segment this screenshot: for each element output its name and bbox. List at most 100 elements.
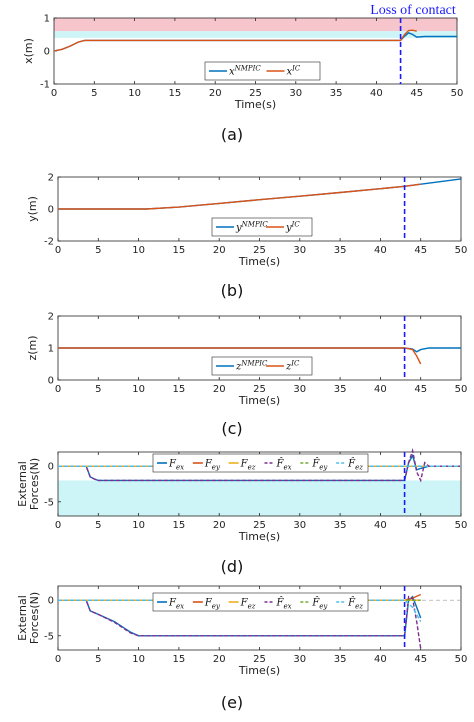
x-tick-label: 40 xyxy=(374,654,387,665)
y-tick-label: 1 xyxy=(48,344,54,355)
x-tick-label: 0 xyxy=(55,654,61,665)
y-tick-label: 0 xyxy=(48,205,54,216)
x-tick-label: 5 xyxy=(95,520,101,531)
y-tick-label: -5 xyxy=(44,497,54,508)
x-tick-label: 45 xyxy=(414,654,427,665)
x-tick-label: 25 xyxy=(249,88,262,99)
series-line xyxy=(58,178,462,210)
y-axis-label: x(m) xyxy=(22,38,35,64)
x-tick-label: 35 xyxy=(334,654,347,665)
x-tick-label: 40 xyxy=(374,384,387,395)
legend-entry: xNMPIC xyxy=(229,65,261,78)
y-tick-label: 2 xyxy=(48,312,54,323)
series-line xyxy=(58,447,461,483)
band-0 xyxy=(58,480,461,516)
x-tick-label: 50 xyxy=(455,520,468,531)
x-tick-label: 40 xyxy=(370,88,383,99)
legend-entry: Fez xyxy=(240,459,256,472)
x-tick-label: 20 xyxy=(209,88,222,99)
series-line xyxy=(58,347,422,365)
x-tick-label: 25 xyxy=(253,654,266,665)
x-tick-label: 20 xyxy=(213,384,226,395)
x-tick-label: 45 xyxy=(414,520,427,531)
y-tick-label: 0 xyxy=(48,376,54,387)
series-line xyxy=(58,595,422,649)
panel-label: (c) xyxy=(221,419,242,438)
x-tick-label: 15 xyxy=(173,520,186,531)
legend-entry: F̂ex xyxy=(276,458,292,472)
chart-panel-4: 0 5 10 15 20 25 30 35 40 45 50 0 -5 Time(s) ExternalFo… xyxy=(16,447,468,576)
x-tick-label: 50 xyxy=(455,384,468,395)
x-axis-label: Time(s) xyxy=(238,255,280,268)
y-tick-label: -5 xyxy=(44,631,54,642)
series-line xyxy=(58,183,421,210)
x-tick-label: 0 xyxy=(55,384,61,395)
legend-entry: Fez xyxy=(240,598,256,611)
legend-entry: Fex xyxy=(168,459,184,472)
x-tick-label: 0 xyxy=(55,245,61,256)
x-tick-label: 15 xyxy=(173,245,186,256)
x-tick-label: 45 xyxy=(414,245,427,256)
panel-label: (d) xyxy=(221,557,244,576)
x-axis-label: Time(s) xyxy=(238,664,280,677)
x-tick-label: 35 xyxy=(334,245,347,256)
x-tick-label: 0 xyxy=(51,88,57,99)
y-axis-label: ExternalForces(N) xyxy=(16,458,41,510)
x-tick-label: 35 xyxy=(330,88,343,99)
x-tick-label: 25 xyxy=(253,245,266,256)
legend-entry: F̂ez xyxy=(347,597,363,611)
band-1 xyxy=(54,31,457,38)
x-tick-label: 10 xyxy=(132,520,145,531)
chart-panel-2: 0 5 10 15 20 25 30 35 40 45 50-202Time(s)y(m)(b)yN… xyxy=(26,173,467,301)
x-tick-label: 10 xyxy=(132,384,145,395)
legend: xNMPIC xIC xyxy=(204,61,321,81)
y-tick-label: 1 xyxy=(44,14,50,25)
x-tick-label: 20 xyxy=(213,245,226,256)
x-tick-label: 15 xyxy=(169,88,182,99)
chart-panel-5: 0 5 10 15 20 25 30 35 40 45 50 0 -5 Time(s) ExternalFo… xyxy=(16,585,468,712)
legend-entry: F̂ez xyxy=(347,458,363,472)
y-axis-label: ExternalForces(N) xyxy=(16,592,41,644)
x-tick-label: 20 xyxy=(213,520,226,531)
x-tick-label: 30 xyxy=(293,245,306,256)
x-tick-label: 30 xyxy=(293,520,306,531)
x-tick-label: 45 xyxy=(410,88,423,99)
y-tick-label: 0 xyxy=(48,462,54,473)
x-tick-label: 30 xyxy=(293,384,306,395)
loss-of-contact-annotation: Loss of contact xyxy=(370,3,456,18)
x-tick-label: 5 xyxy=(95,654,101,665)
legend-entry: F̂ex xyxy=(276,597,292,611)
legend-entry: xIC xyxy=(287,65,301,78)
x-tick-label: 25 xyxy=(253,520,266,531)
x-axis-label: Time(s) xyxy=(238,530,280,543)
y-axis-label: z(m) xyxy=(26,335,39,360)
x-tick-label: 10 xyxy=(132,654,145,665)
panel-label: (b) xyxy=(221,281,244,300)
x-axis-label: Time(s) xyxy=(234,98,276,111)
legend-box xyxy=(152,453,369,473)
x-axis-label: Time(s) xyxy=(238,394,280,407)
legend: Fex Fey Fez F̂ex F̂ey F̂ez xyxy=(152,592,369,612)
x-tick-label: 15 xyxy=(173,384,186,395)
legend-box xyxy=(152,592,369,612)
legend-entry: Fey xyxy=(204,459,221,472)
band-0 xyxy=(54,18,457,32)
series-line xyxy=(53,29,417,52)
x-tick-label: 5 xyxy=(91,88,97,99)
x-tick-label: 30 xyxy=(293,654,306,665)
legend: Fex Fey Fez F̂ex F̂ey F̂ez xyxy=(152,453,369,473)
x-tick-label: 25 xyxy=(253,384,266,395)
y-tick-label: -2 xyxy=(44,237,54,248)
legend: yNMPIC yIC xyxy=(211,217,313,237)
x-tick-label: 10 xyxy=(128,88,141,99)
x-tick-label: 30 xyxy=(289,88,302,99)
legend-entry: Fex xyxy=(168,598,184,611)
x-tick-label: 0 xyxy=(55,520,61,531)
chart-panel-3: 0 5 10 15 20 25 30 35 40 45 50 0 1 2 Time(s) z(m) (c) zNM… xyxy=(26,312,467,439)
legend-box xyxy=(211,217,313,237)
x-tick-label: 50 xyxy=(455,654,468,665)
y-tick-label: -1 xyxy=(40,80,50,91)
y-tick-label: 0 xyxy=(48,596,54,607)
x-tick-label: 45 xyxy=(414,384,427,395)
